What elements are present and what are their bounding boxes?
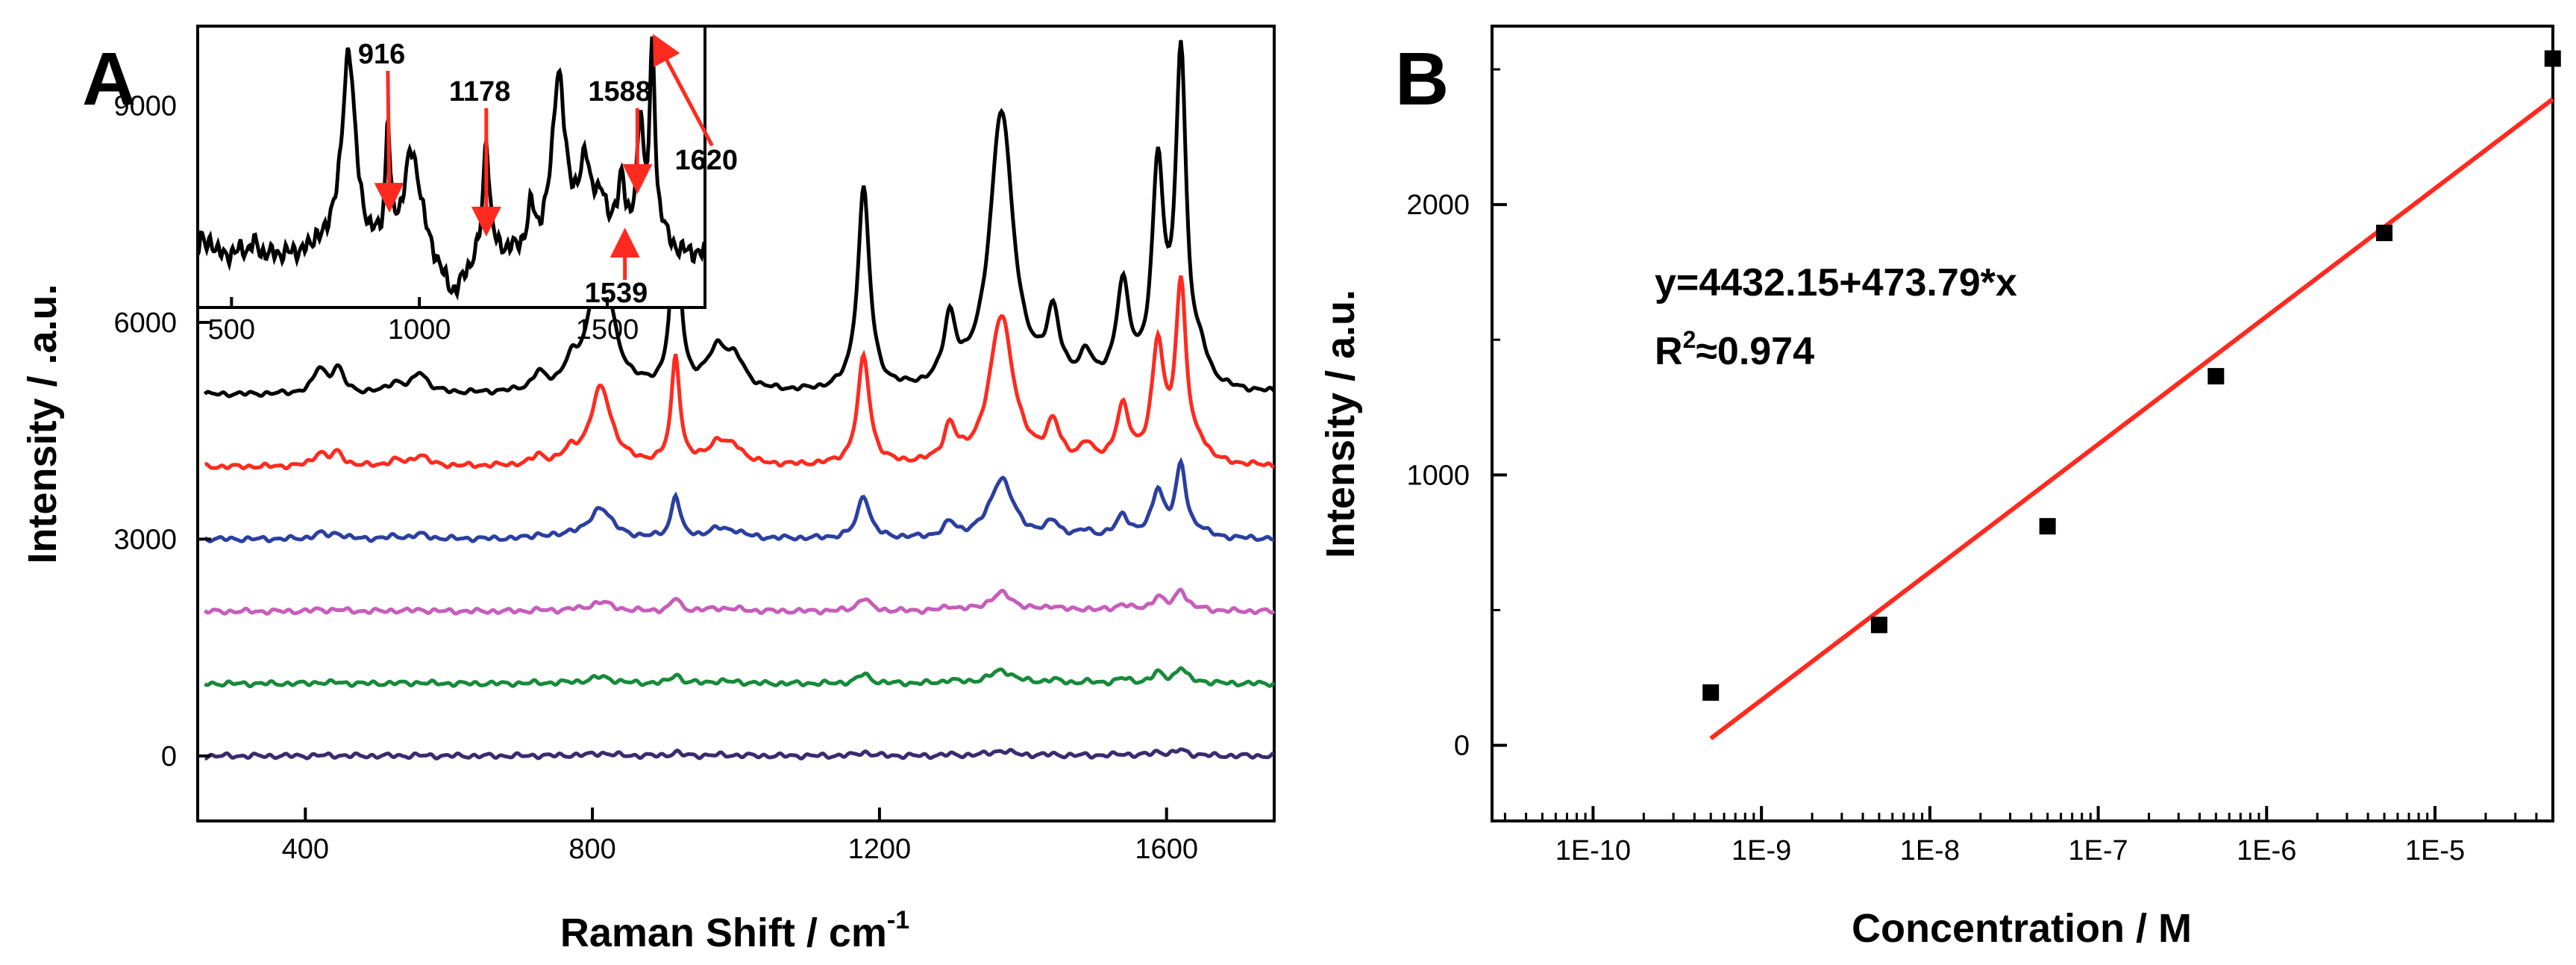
- peak-label: 1539: [585, 278, 648, 309]
- inset-x-ticks: 500 1000 1500: [208, 297, 639, 346]
- data-point: [2376, 225, 2393, 242]
- inset-background: [199, 28, 703, 306]
- inset-spectrum-line: [195, 36, 706, 301]
- data-point: [1702, 684, 1720, 701]
- y-tick-label: 0: [1454, 731, 1470, 762]
- data-point: [2207, 368, 2225, 385]
- panel-a-letter: A: [82, 37, 136, 121]
- x-tick-label: 400: [282, 834, 329, 865]
- inset-x-tick-label: 500: [208, 314, 255, 346]
- x-tick-label: 1E-9: [1732, 835, 1791, 866]
- peak-label: 1620: [674, 145, 738, 176]
- y-tick-label: 9000: [113, 91, 177, 122]
- x-tick-label: 1E-10: [1555, 835, 1631, 866]
- x-tick-label: 1E-7: [2068, 835, 2128, 866]
- raman-spectrum-3-line: [204, 457, 1276, 544]
- panel-b-chart: 1E-10 1E-9 1E-8 1E-7 1E-6 1E-5 0 1000 2000 B y=…: [1318, 25, 2561, 951]
- raman-spectrum-2-line: [204, 275, 1276, 471]
- panel-a-plot-frame: [196, 25, 1276, 822]
- x-tick-label: 1E-8: [1900, 835, 1960, 866]
- raman-spectrum-1-line: [203, 40, 1276, 399]
- peak-label: 1588: [588, 76, 651, 107]
- data-point: [1870, 616, 1887, 634]
- raman-spectrum-6-line: [204, 747, 1275, 761]
- panel-a-inset-chart: 500 1000 1500 916 1178 1588 1539 1620: [195, 25, 738, 346]
- panel-b-plot-frame: [1491, 25, 2554, 822]
- peak-label: 1178: [449, 76, 510, 107]
- panel-b-x-axis-title: Concentration / M: [1852, 906, 2192, 951]
- panel-a-series-group: [203, 40, 1276, 761]
- y-tick-label: 6000: [113, 307, 177, 339]
- y-tick-label: 0: [161, 741, 177, 772]
- inset-x-tick-label: 1000: [388, 314, 451, 346]
- data-point: [2039, 518, 2056, 535]
- x-tick-label: 1E-5: [2405, 835, 2465, 866]
- x-tick-label: 1600: [1135, 834, 1198, 865]
- peak-label: 916: [358, 39, 405, 70]
- panel-b-y-ticks: 0 1000 2000: [1406, 68, 1507, 762]
- fit-r-squared: R2≈0.974: [1655, 326, 1814, 373]
- x-tick-label: 1E-6: [2237, 835, 2296, 866]
- panel-a-x-axis-title: Raman Shift / cm-1: [560, 906, 909, 955]
- raman-spectrum-4-line: [203, 587, 1276, 616]
- panel-b-x-ticks: 1E-10 1E-9 1E-8 1E-7 1E-6 1E-5: [1503, 806, 2554, 866]
- x-tick-label: 800: [568, 834, 615, 865]
- y-tick-label: 1000: [1406, 460, 1470, 491]
- inset-x-tick-label: 1500: [576, 314, 639, 346]
- panel-b-y-axis-title: Intensity / a.u.: [1318, 290, 1363, 558]
- panel-a-chart: 400 800 1200 1600 0 3000 6000 9000 A Raman Shi…: [20, 25, 1276, 955]
- fit-equation: y=4432.15+473.79*x: [1655, 261, 2017, 305]
- panel-a-y-axis-title: Intensity / .a.u.: [20, 284, 65, 563]
- panel-b-letter: B: [1395, 37, 1449, 121]
- y-tick-label: 2000: [1406, 190, 1470, 221]
- inset-series-group: [195, 28, 706, 306]
- raman-spectrum-5-line: [204, 666, 1276, 689]
- panel-b-data-points: [1702, 50, 2561, 701]
- y-tick-label: 3000: [113, 524, 177, 555]
- panel-b-fit-line: [1709, 97, 2554, 740]
- panel-a-x-ticks: 400 800 1200 1600: [282, 808, 1198, 865]
- data-point: [2544, 50, 2561, 67]
- peak-arrow: [653, 34, 714, 147]
- x-tick-label: 1200: [848, 834, 912, 865]
- inset-annotations: 916 1178 1588 1539 1620: [358, 34, 738, 309]
- inset-plot-frame: [196, 25, 706, 309]
- peak-arrow: [374, 70, 404, 213]
